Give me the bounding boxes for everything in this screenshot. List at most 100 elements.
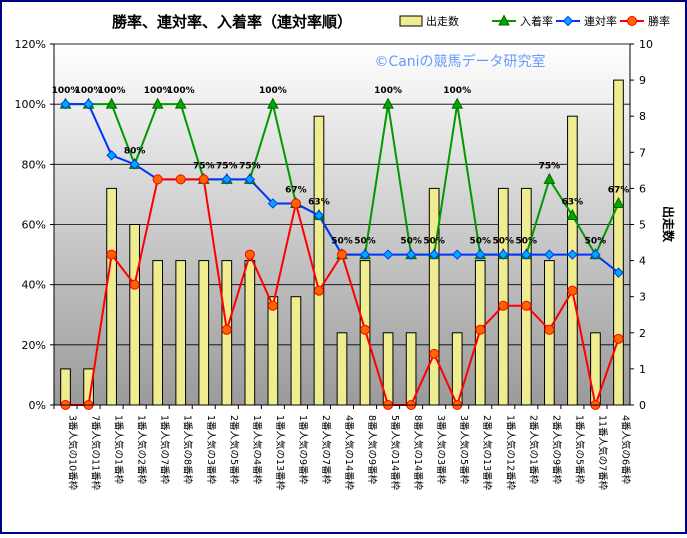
data-label: 50%	[469, 237, 491, 247]
point-marker	[174, 97, 187, 109]
x-tick-label: 7番人気の11番枠	[90, 415, 102, 491]
point-marker	[612, 196, 625, 208]
y-tick-label: 0%	[29, 399, 46, 412]
y-tick-label: 20%	[22, 339, 46, 352]
y-tick-label: 80%	[22, 158, 46, 171]
point-marker	[267, 300, 278, 311]
data-label: 50%	[585, 237, 607, 247]
x-tick-label: 8番人気の9番枠	[366, 415, 378, 485]
y2-tick-label: 2	[639, 327, 646, 340]
point-marker	[313, 210, 325, 221]
point-marker	[359, 249, 371, 260]
point-marker	[267, 97, 279, 109]
x-tick-label: 2番人気の13番枠	[481, 415, 493, 491]
bar	[198, 260, 210, 406]
legend-label: 勝率	[648, 14, 670, 28]
point-marker	[566, 208, 579, 220]
x-tick-label: 1番人気の2番枠	[136, 415, 148, 485]
bar	[567, 115, 578, 406]
x-tick-label: 1番人気の5番枠	[573, 415, 585, 485]
data-label: 75%	[239, 161, 261, 171]
legend-label: 連対率	[584, 14, 617, 28]
bar	[175, 260, 187, 406]
data-label: 100%	[144, 86, 172, 96]
x-tick-label: 1番人気の3番枠	[205, 415, 217, 485]
x-tick-label: 11番人気の7番枠	[596, 415, 608, 491]
legend-label: 出走数	[426, 14, 459, 28]
point-marker	[521, 249, 532, 260]
x-tick-label: 8番人気の14番枠	[412, 415, 424, 491]
point-marker	[567, 249, 578, 260]
point-marker	[567, 285, 578, 296]
y2-tick-label: 6	[639, 182, 646, 195]
point-marker	[498, 249, 509, 260]
y2-tick-label: 1	[639, 363, 646, 376]
legend-box	[392, 10, 674, 32]
x-tick-label: 3番人気の3番枠	[435, 415, 447, 485]
point-marker	[544, 324, 555, 335]
point-marker	[244, 174, 256, 185]
x-tick-label: 5番人気の14番枠	[389, 415, 401, 491]
y-tick-label: 40%	[22, 279, 46, 292]
x-tick-label: 1番人気の1番枠	[113, 415, 125, 485]
point-marker	[428, 249, 440, 260]
legend-label: 入着率	[520, 14, 553, 28]
x-tick-label: 1番人気の4番枠	[251, 415, 263, 485]
point-marker	[521, 300, 532, 311]
point-marker	[244, 249, 255, 260]
bar	[336, 332, 348, 406]
x-tick-label: 1番人気の9番枠	[297, 415, 309, 485]
point-marker	[451, 97, 464, 109]
point-marker	[360, 324, 371, 335]
data-label: 50%	[423, 237, 445, 247]
bar	[613, 79, 624, 406]
data-label: 50%	[400, 237, 422, 247]
point-marker	[151, 97, 164, 109]
data-label: 100%	[75, 86, 103, 96]
x-tick-label: 2番人気の1番枠	[527, 415, 539, 485]
bar	[129, 224, 140, 406]
point-marker	[451, 249, 463, 260]
bar	[290, 296, 302, 406]
point-marker	[290, 198, 301, 209]
point-marker	[405, 249, 417, 260]
point-marker	[543, 172, 556, 184]
y2-tick-label: 9	[639, 74, 646, 87]
data-label: 63%	[562, 197, 584, 207]
point-marker	[106, 150, 117, 161]
point-marker	[562, 15, 574, 27]
data-label: 50%	[493, 237, 515, 247]
data-label: 80%	[124, 146, 146, 156]
bar	[405, 332, 417, 406]
bar	[313, 115, 325, 406]
point-marker	[475, 324, 486, 335]
bar	[520, 187, 532, 406]
y2-tick-label: 10	[639, 38, 653, 51]
data-label: 100%	[167, 86, 195, 96]
point-marker	[105, 97, 118, 109]
point-marker	[429, 348, 440, 359]
point-marker	[313, 285, 324, 296]
y2-tick-label: 5	[639, 219, 646, 232]
chart-title: 勝率、連対率、入着率（連対率順）	[112, 13, 352, 31]
x-tick-label: 4番人気の6番枠	[619, 415, 631, 485]
bar	[106, 187, 117, 406]
point-marker	[83, 98, 94, 110]
y2-tick-label: 7	[639, 146, 646, 159]
x-tick-label: 3番人気の5番枠	[458, 415, 470, 485]
point-marker	[613, 267, 624, 278]
point-marker	[60, 98, 71, 110]
y2-axis-title: 出走数	[661, 206, 676, 243]
point-marker	[106, 249, 117, 260]
point-marker	[475, 249, 486, 260]
bar	[244, 260, 256, 406]
bar	[60, 368, 71, 406]
point-marker	[498, 300, 509, 311]
legend: 出走数 入着率 連対率 勝率	[392, 10, 674, 32]
x-tick-label: 1番人気の12番枠	[504, 415, 516, 491]
x-tick-label: 4番人気の14番枠	[343, 415, 355, 491]
data-label: 100%	[52, 86, 80, 96]
data-label: 67%	[285, 185, 307, 195]
y2-tick-label: 3	[639, 291, 646, 304]
